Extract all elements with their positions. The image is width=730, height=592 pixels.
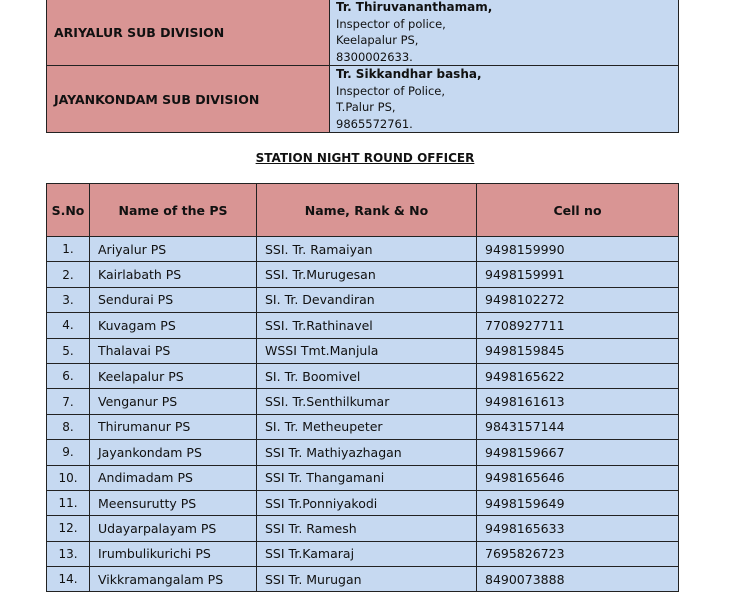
sub-division-name: ARIYALUR SUB DIVISION bbox=[46, 0, 330, 66]
table-row: 3. Sendurai PS SI. Tr. Devandiran 949810227… bbox=[46, 286, 679, 314]
cell-sno: 7. bbox=[46, 388, 90, 415]
sub-division-name: JAYANKONDAM SUB DIVISION bbox=[46, 65, 330, 133]
officer-name: Tr. Sikkandhar basha, bbox=[336, 67, 482, 81]
table-row: 12. Udayarpalayam PS SSI Tr. Ramesh 9498165… bbox=[46, 515, 679, 542]
table-row: 1. Ariyalur PS SSI. Tr. Ramaiyan 9498159990 bbox=[46, 235, 679, 263]
table-header-row: S.No Name of the PS Name, Rank & No Cell… bbox=[46, 183, 679, 237]
cell-sno: 14. bbox=[46, 566, 90, 592]
cell-sno: 5. bbox=[46, 337, 90, 364]
cell-sno: 10. bbox=[46, 464, 90, 491]
cell-name-rank: SSI Tr. Ramesh bbox=[256, 515, 477, 542]
cell-ps-name: Kairlabath PS bbox=[89, 261, 257, 288]
cell-sno: 6. bbox=[46, 362, 90, 390]
table-row: 13. Irumbulikurichi PS SSI Tr.Kamaraj 76958… bbox=[46, 540, 679, 568]
cell-sno: 2. bbox=[46, 261, 90, 288]
cell-phone: 9498165633 bbox=[476, 515, 679, 542]
officer-name: Tr. Thiruvananthamam, bbox=[336, 0, 493, 14]
header-ps-name: Name of the PS bbox=[89, 183, 257, 237]
sub-division-row: ARIYALUR SUB DIVISION Tr. Thiruvanantham… bbox=[46, 0, 679, 66]
cell-ps-name: Irumbulikurichi PS bbox=[89, 540, 257, 568]
header-name-rank: Name, Rank & No bbox=[256, 183, 477, 237]
cell-phone: 8490073888 bbox=[476, 566, 679, 592]
cell-phone: 9498165646 bbox=[476, 464, 679, 491]
cell-name-rank: SSI. Tr.Murugesan bbox=[256, 261, 477, 288]
cell-sno: 13. bbox=[46, 540, 90, 568]
section-heading: STATION NIGHT ROUND OFFICER bbox=[255, 151, 475, 165]
cell-phone: 9498159991 bbox=[476, 261, 679, 288]
header-sno: S.No bbox=[46, 183, 90, 237]
cell-ps-name: Ariyalur PS bbox=[89, 235, 257, 263]
cell-sno: 11. bbox=[46, 489, 90, 517]
cell-phone: 9498159845 bbox=[476, 337, 679, 364]
cell-ps-name: Vikkramangalam PS bbox=[89, 566, 257, 592]
cell-name-rank: SSI Tr.Ponniyakodi bbox=[256, 489, 477, 517]
cell-phone: 9498159667 bbox=[476, 439, 679, 466]
table-row: 11. Meensurutty PS SSI Tr.Ponniyakodi 94981… bbox=[46, 489, 679, 517]
cell-name-rank: WSSI Tmt.Manjula bbox=[256, 337, 477, 364]
cell-ps-name: Sendurai PS bbox=[89, 286, 257, 314]
cell-phone: 9498159990 bbox=[476, 235, 679, 263]
table-row: 8. Thirumanur PS SI. Tr. Metheupeter 984315… bbox=[46, 413, 679, 441]
cell-phone: 7695826723 bbox=[476, 540, 679, 568]
cell-phone: 9498161613 bbox=[476, 388, 679, 415]
table-row: 10. Andimadam PS SSI Tr. Thangamani 9498165… bbox=[46, 464, 679, 491]
table-row: 9. Jayankondam PS SSI Tr. Mathiyazhagan 949… bbox=[46, 439, 679, 466]
table-row: 14. Vikkramangalam PS SSI Tr. Murugan 84900… bbox=[46, 566, 679, 592]
officer-phone: 8300002633. bbox=[336, 49, 413, 64]
cell-ps-name: Udayarpalayam PS bbox=[89, 515, 257, 542]
cell-name-rank: SSI. Tr. Ramaiyan bbox=[256, 235, 477, 263]
officer-rank: Inspector of Police, bbox=[336, 83, 446, 98]
cell-sno: 8. bbox=[46, 413, 90, 441]
cell-name-rank: SSI. Tr.Rathinavel bbox=[256, 312, 477, 339]
cell-phone: 9498165622 bbox=[476, 362, 679, 390]
cell-name-rank: SSI Tr.Kamaraj bbox=[256, 540, 477, 568]
header-cell-no: Cell no bbox=[476, 183, 679, 237]
cell-ps-name: Andimadam PS bbox=[89, 464, 257, 491]
cell-phone: 7708927711 bbox=[476, 312, 679, 339]
cell-ps-name: Kuvagam PS bbox=[89, 312, 257, 339]
cell-ps-name: Keelapalur PS bbox=[89, 362, 257, 390]
cell-name-rank: SSI Tr. Thangamani bbox=[256, 464, 477, 491]
cell-name-rank: SSI. Tr.Senthilkumar bbox=[256, 388, 477, 415]
cell-sno: 1. bbox=[46, 235, 90, 263]
cell-phone: 9498102272 bbox=[476, 286, 679, 314]
cell-sno: 9. bbox=[46, 439, 90, 466]
cell-phone: 9498159649 bbox=[476, 489, 679, 517]
sub-division-table: ARIYALUR SUB DIVISION Tr. Thiruvanantham… bbox=[46, 0, 679, 133]
cell-sno: 3. bbox=[46, 286, 90, 314]
sub-division-officer: Tr. Thiruvananthamam, Inspector of polic… bbox=[329, 0, 679, 66]
cell-phone: 9843157144 bbox=[476, 413, 679, 441]
officer-station: T.Palur PS, bbox=[336, 100, 396, 114]
table-row: 4. Kuvagam PS SSI. Tr.Rathinavel 7708927711 bbox=[46, 312, 679, 339]
cell-ps-name: Thalavai PS bbox=[89, 337, 257, 364]
cell-ps-name: Meensurutty PS bbox=[89, 489, 257, 517]
table-row: 5. Thalavai PS WSSI Tmt.Manjula 9498159845 bbox=[46, 337, 679, 364]
officer-rank: Inspector of police, bbox=[336, 16, 446, 31]
table-row: 2. Kairlabath PS SSI. Tr.Murugesan 94981599… bbox=[46, 261, 679, 288]
officer-phone: 9865572761. bbox=[336, 116, 413, 131]
sub-division-row: JAYANKONDAM SUB DIVISION Tr. Sikkandhar … bbox=[46, 65, 679, 133]
cell-ps-name: Jayankondam PS bbox=[89, 439, 257, 466]
cell-name-rank: SSI Tr. Murugan bbox=[256, 566, 477, 592]
officer-station: Keelapalur PS, bbox=[336, 33, 419, 47]
table-row: 7. Venganur PS SSI. Tr.Senthilkumar 9498161… bbox=[46, 388, 679, 415]
cell-sno: 12. bbox=[46, 515, 90, 542]
cell-name-rank: SI. Tr. Metheupeter bbox=[256, 413, 477, 441]
cell-sno: 4. bbox=[46, 312, 90, 339]
cell-name-rank: SI. Tr. Boomivel bbox=[256, 362, 477, 390]
cell-ps-name: Venganur PS bbox=[89, 388, 257, 415]
cell-name-rank: SSI Tr. Mathiyazhagan bbox=[256, 439, 477, 466]
table-row: 6. Keelapalur PS SI. Tr. Boomivel 949816562… bbox=[46, 362, 679, 390]
sub-division-officer: Tr. Sikkandhar basha, Inspector of Polic… bbox=[329, 65, 679, 133]
cell-name-rank: SI. Tr. Devandiran bbox=[256, 286, 477, 314]
night-round-table: S.No Name of the PS Name, Rank & No Cell… bbox=[46, 183, 679, 592]
cell-ps-name: Thirumanur PS bbox=[89, 413, 257, 441]
